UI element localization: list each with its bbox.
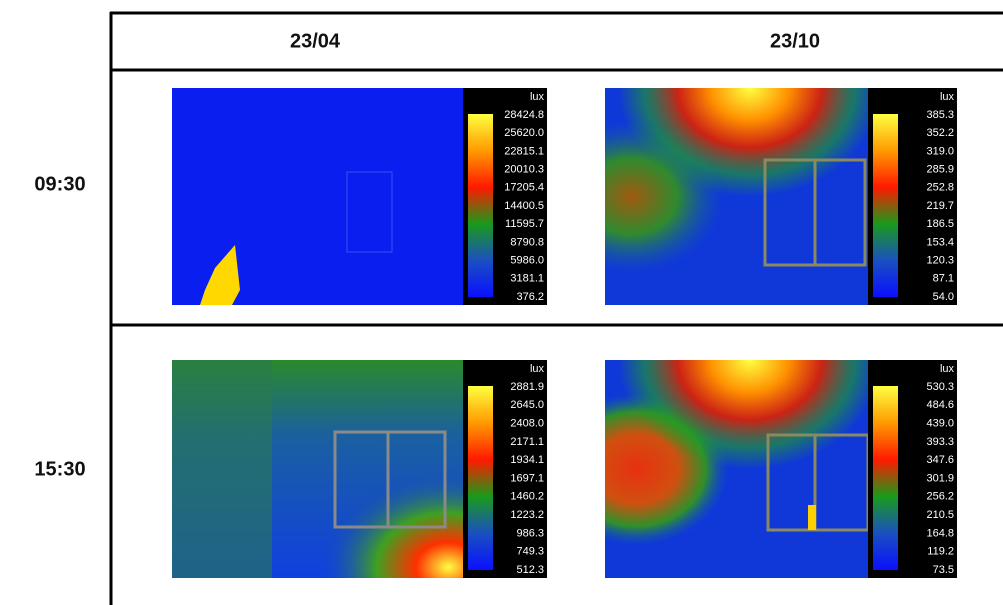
legend-value: 385.3 bbox=[926, 109, 954, 121]
legend-unit: lux bbox=[940, 363, 955, 375]
legend-value: 1460.2 bbox=[510, 491, 544, 503]
legend-unit: lux bbox=[530, 363, 545, 375]
legend-value: 376.2 bbox=[516, 291, 544, 303]
legend-value: 5986.0 bbox=[510, 255, 544, 267]
legend-value: 285.9 bbox=[926, 164, 954, 176]
illuminance-render bbox=[605, 88, 868, 305]
column-header: 23/10 bbox=[770, 30, 820, 52]
legend-value: 2645.0 bbox=[510, 399, 544, 411]
legend-value: 1223.2 bbox=[510, 509, 544, 521]
legend-value: 3181.1 bbox=[510, 273, 544, 285]
column-header: 23/04 bbox=[290, 30, 341, 52]
illuminance-render bbox=[172, 88, 463, 305]
legend-value: 256.2 bbox=[926, 491, 954, 503]
legend-value: 319.0 bbox=[926, 145, 954, 157]
legend-value: 749.3 bbox=[516, 546, 544, 558]
legend-value: 2171.1 bbox=[510, 436, 544, 448]
legend-value: 164.8 bbox=[926, 527, 954, 539]
legend-unit: lux bbox=[940, 91, 955, 103]
legend-value: 210.5 bbox=[926, 509, 954, 521]
legend-value: 119.2 bbox=[927, 546, 954, 558]
figure-table: 23/04 23/10 09:30 15:30 lux 28424.8 25620.… bbox=[0, 0, 1003, 605]
legend-value: 11595.7 bbox=[505, 218, 544, 230]
legend-value: 352.2 bbox=[926, 127, 954, 139]
legend-value: 1934.1 bbox=[510, 454, 544, 466]
legend-value: 439.0 bbox=[926, 418, 954, 430]
legend-unit: lux bbox=[530, 91, 545, 103]
legend-value: 8790.8 bbox=[510, 236, 544, 248]
legend-value: 301.9 bbox=[926, 472, 954, 484]
legend-value: 986.3 bbox=[516, 527, 544, 539]
legend-value: 2881.9 bbox=[510, 381, 544, 393]
legend-value: 153.4 bbox=[926, 236, 954, 248]
color-bar bbox=[873, 386, 898, 570]
legend-value: 22815.1 bbox=[504, 145, 544, 157]
legend-value: 530.3 bbox=[926, 381, 954, 393]
legend-value: 28424.8 bbox=[504, 109, 544, 121]
page: 23/04 23/10 09:30 15:30 lux 28424.8 25620.… bbox=[0, 0, 1003, 605]
legend-value: 14400.5 bbox=[504, 200, 544, 212]
legend-value: 393.3 bbox=[926, 436, 954, 448]
legend-value: 219.7 bbox=[926, 200, 954, 212]
legend-value: 20010.3 bbox=[504, 164, 544, 176]
legend-value: 347.6 bbox=[926, 454, 954, 466]
legend-value: 484.6 bbox=[926, 399, 954, 411]
legend-value: 73.5 bbox=[933, 564, 954, 576]
legend-value: 2408.0 bbox=[510, 418, 544, 430]
legend-value: 252.8 bbox=[926, 182, 954, 194]
legend-value: 87.1 bbox=[933, 273, 954, 285]
illuminance-render bbox=[172, 360, 463, 578]
legend-value: 186.5 bbox=[926, 218, 954, 230]
legend-value: 17205.4 bbox=[504, 182, 544, 194]
legend-value: 120.3 bbox=[926, 255, 954, 267]
illuminance-render bbox=[605, 360, 868, 578]
color-bar bbox=[468, 386, 493, 570]
row-header: 15:30 bbox=[34, 458, 85, 480]
legend-value: 512.3 bbox=[516, 564, 544, 576]
row-header: 09:30 bbox=[34, 173, 85, 195]
legend-value: 1697.1 bbox=[510, 472, 544, 484]
color-bar bbox=[873, 114, 898, 297]
legend-value: 54.0 bbox=[933, 291, 954, 303]
color-bar bbox=[468, 114, 493, 297]
legend-value: 25620.0 bbox=[504, 127, 544, 139]
